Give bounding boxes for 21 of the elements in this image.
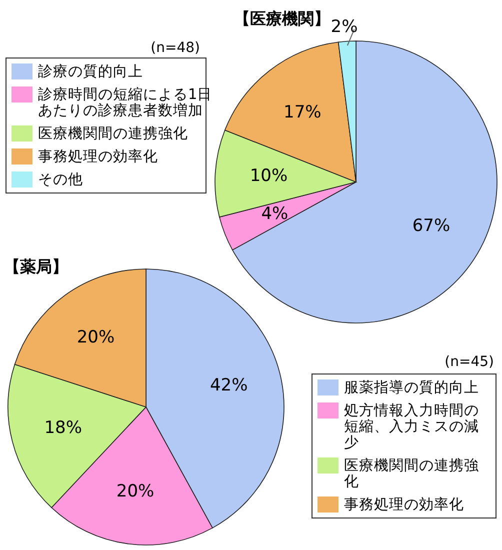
data-label: 10% (250, 166, 288, 186)
legend-label: 服薬指導の質的向上 (344, 379, 479, 396)
legend-label: 事務処理の効率化 (38, 148, 158, 165)
data-label: 20% (116, 482, 154, 502)
legend-label: 処方情報入力時間の短縮、入力ミスの減少 (344, 402, 479, 451)
chart-title: 【薬局】 (4, 257, 68, 276)
data-label: 67% (412, 216, 450, 236)
data-label: 42% (210, 375, 248, 396)
data-label: 17% (284, 102, 322, 123)
legend-label: 事務処理の効率化 (344, 496, 464, 513)
text: (n=45) (444, 354, 494, 370)
text: (n=48) (150, 40, 200, 56)
legend-label: 診療の質的向上 (38, 63, 143, 80)
data-label: 18% (44, 418, 82, 438)
data-label: 2% (330, 16, 358, 37)
chart-title: 【医療機関】 (234, 9, 330, 28)
data-label: 4% (261, 204, 288, 224)
legend-label: その他 (38, 171, 83, 188)
data-label: 20% (76, 327, 115, 348)
legend-label: 医療機関間の連携強化 (344, 457, 479, 490)
legend-label: 医療機関間の連携強化 (38, 125, 188, 142)
